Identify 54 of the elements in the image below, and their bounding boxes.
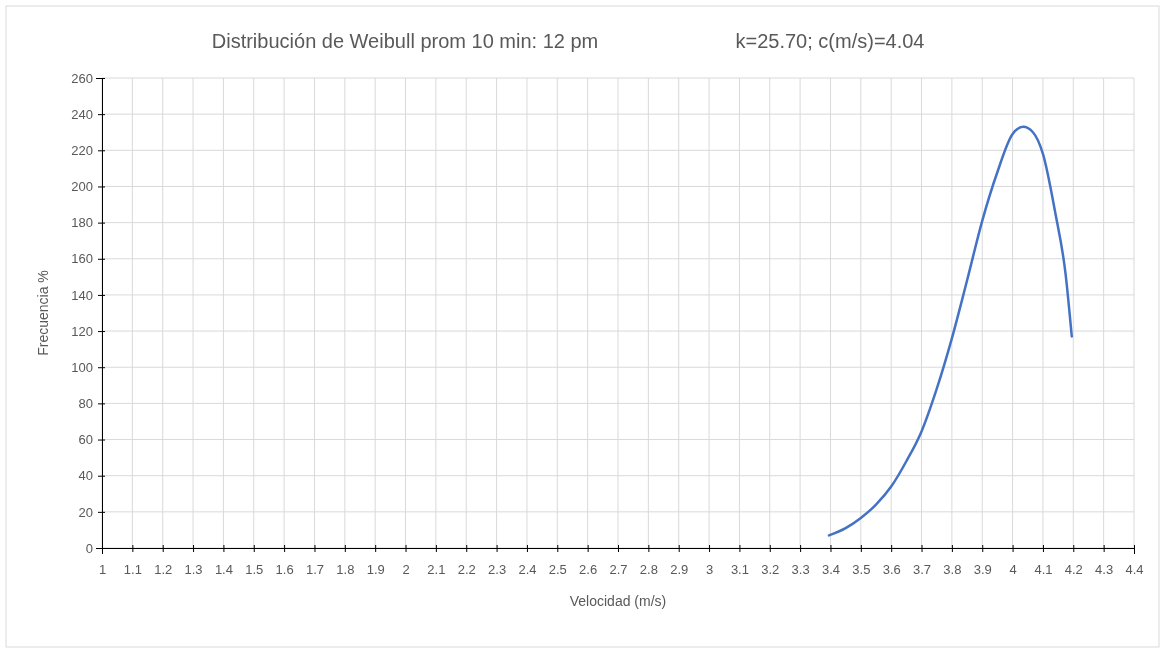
y-tick-label: 180 [71,215,93,231]
x-tick-label: 1.8 [336,561,355,577]
y-tick-label: 120 [71,323,93,339]
x-tick-label: 4.4 [1125,561,1144,577]
y-tick-label: 220 [71,142,93,158]
y-tick-label: 160 [71,251,93,267]
y-tick-label: 40 [78,468,93,484]
x-tick-label: 1.3 [184,561,203,577]
x-tick-label: 2.7 [609,561,628,577]
x-tick-label: 1.1 [123,561,142,577]
x-tick-label: 2.4 [518,561,537,577]
x-tick-label: 1.6 [275,561,294,577]
x-tick-label: 4.3 [1095,561,1114,577]
y-tick-label: 200 [71,179,93,195]
line-series [827,125,1074,537]
x-tick-label: 3.3 [791,561,810,577]
x-tick-label: 3.9 [973,561,992,577]
x-tick-label: 3.7 [912,561,932,577]
x-tick-label: 1.5 [245,561,264,577]
x-axis-title: Velocidad (m/s) [569,593,667,609]
x-tick-label: 2.6 [579,561,598,577]
x-tick-label: 4.2 [1064,561,1083,577]
chart-title: Distribución de Weibull prom 10 min: 12 pm [211,30,599,52]
x-tick-label: 1.4 [214,561,233,577]
x-tick-label: 3.2 [761,561,780,577]
chart-subtitle: k=25.70; c(m/s)=4.04 [735,30,925,52]
y-tick-label: 140 [71,287,93,303]
y-tick-label: 0 [85,540,93,556]
y-tick-label: 100 [71,359,93,375]
x-tick-label: 2.3 [488,561,507,577]
x-tick-label: 2.8 [639,561,658,577]
x-tick-label: 4.1 [1034,561,1053,577]
x-tick-label: 2.1 [427,561,446,577]
y-tick-label: 240 [71,106,93,122]
x-tick-label: 1.7 [305,561,325,577]
x-tick-label: 2.5 [548,561,567,577]
y-tick-label: 60 [78,432,93,448]
x-tick-label: 1.9 [366,561,385,577]
x-tick-label: 1 [98,561,107,577]
x-tick-label: 3.4 [821,561,841,577]
x-tick-label: 4 [1009,561,1017,577]
x-tick-label: 3.5 [852,561,871,577]
x-tick-label: 2.9 [670,561,689,577]
y-tick-label: 260 [71,70,93,86]
x-tick-label: 3.8 [943,561,962,577]
x-tick-label: 3.1 [730,561,749,577]
y-axis-title: Frecuencia % [35,270,51,356]
x-tick-label: 3 [705,561,714,577]
x-tick-label: 2 [402,561,410,577]
x-tick-label: 3.6 [882,561,901,577]
y-tick-label: 20 [78,504,93,520]
x-tick-label: 1.2 [154,561,173,577]
y-tick-label: 80 [78,396,93,412]
x-tick-label: 2.2 [457,561,476,577]
